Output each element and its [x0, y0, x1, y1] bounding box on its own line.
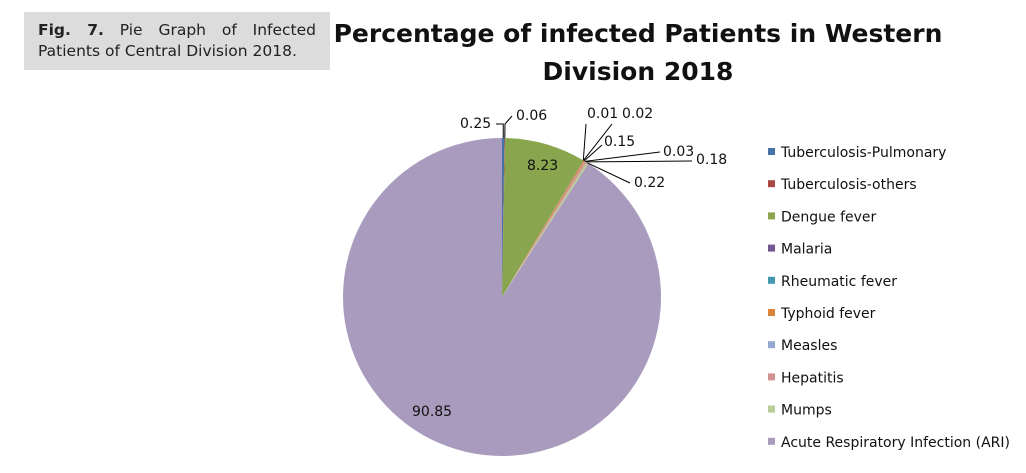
legend-label-2: Dengue fever — [781, 209, 877, 225]
leader-line-6 — [584, 151, 661, 162]
legend-swatch-7 — [768, 373, 775, 381]
pie-slice-1 — [502, 138, 506, 297]
chart-title-line-1: Percentage of infected Patients in Weste… — [334, 19, 943, 48]
data-label-1: 0.06 — [516, 108, 547, 124]
legend-label-7: Hepatitis — [781, 370, 844, 386]
leader-line-0 — [496, 123, 504, 139]
legend-swatch-2 — [768, 212, 775, 220]
data-label-3: 0.01 — [587, 106, 618, 122]
leader-line-4 — [583, 123, 613, 161]
legend-label-9: Acute Respiratory Infection (ARI) — [781, 435, 1010, 451]
data-label-4: 0.02 — [622, 106, 653, 122]
chart-title-line-2: Division 2018 — [543, 57, 734, 86]
caption-text: Pie Graph of Infected Patients of Centra… — [38, 21, 316, 60]
pie-slice-3 — [502, 160, 584, 297]
leader-line-5 — [583, 144, 603, 162]
legend-label-6: Measles — [781, 338, 837, 354]
data-label-5: 0.15 — [604, 134, 635, 150]
legend-label-0: Tuberculosis-Pulmonary — [780, 145, 946, 161]
pie-slice-4 — [502, 160, 584, 297]
legend-label-5: Typhoid fever — [780, 306, 876, 322]
leader-line-8 — [587, 162, 631, 184]
legend-swatch-5 — [768, 309, 775, 316]
pie-slice-5 — [502, 160, 585, 297]
data-label-8: 0.22 — [634, 175, 665, 191]
legend-swatch-1 — [768, 180, 775, 188]
legend-label-4: Rheumatic fever — [781, 274, 897, 290]
legend-swatch-3 — [768, 244, 775, 252]
legend-swatch-4 — [768, 276, 775, 284]
legend-label-1: Tuberculosis-others — [780, 177, 917, 193]
legend-swatch-9 — [768, 437, 775, 445]
data-label-7: 0.18 — [696, 152, 727, 168]
legend-label-8: Mumps — [781, 403, 832, 419]
pie-slice-0 — [502, 138, 505, 297]
pie-slice-2 — [502, 138, 584, 297]
leader-line-1 — [504, 115, 513, 139]
data-label-0: 0.25 — [460, 116, 491, 132]
leader-line-3 — [582, 123, 587, 161]
pie-slice-8 — [502, 162, 589, 297]
pie-slice-9 — [343, 138, 661, 456]
pie-slice-6 — [502, 161, 586, 297]
legend-label-3: Malaria — [781, 242, 832, 258]
caption-prefix: Fig. 7. — [38, 21, 104, 39]
figure-caption: Fig. 7. Pie Graph of Infected Patients o… — [24, 12, 330, 70]
legend-swatch-8 — [768, 405, 775, 413]
legend-swatch-6 — [768, 341, 775, 349]
leader-line-7 — [585, 160, 693, 163]
pie-slice-7 — [502, 161, 587, 297]
data-label-2: 8.23 — [527, 158, 558, 174]
legend-swatch-0 — [768, 148, 775, 155]
data-label-6: 0.03 — [663, 144, 694, 160]
data-label-9: 90.85 — [412, 404, 452, 420]
